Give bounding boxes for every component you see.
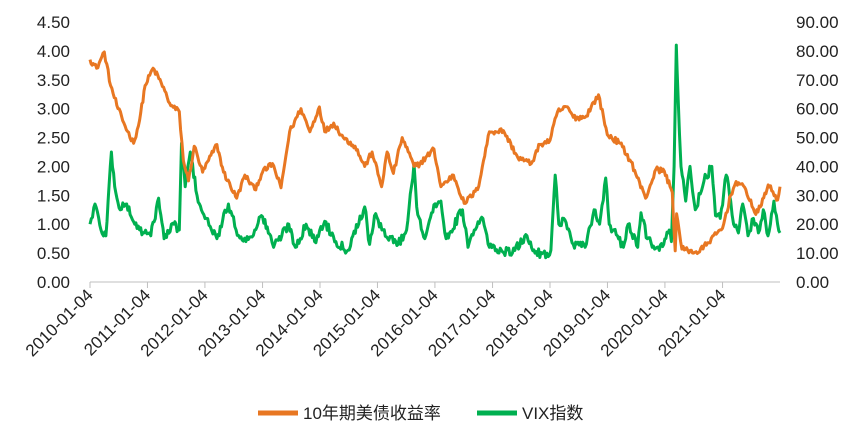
- right-axis-tick-label: 80.00: [796, 42, 839, 61]
- left-axis-tick-label: 3.00: [37, 100, 70, 119]
- right-axis-tick-label: 10.00: [796, 244, 839, 263]
- left-axis-tick-label: 1.00: [37, 215, 70, 234]
- right-axis-tick-label: 70.00: [796, 71, 839, 90]
- right-axis-tick-label: 20.00: [796, 215, 839, 234]
- series-line-treasury-10y: [88, 50, 782, 255]
- right-axis-tick-label: 90.00: [796, 13, 839, 32]
- legend-label-vix: VIX指数: [522, 404, 583, 423]
- left-axis-tick-label: 2.00: [37, 157, 70, 176]
- left-axis-tick-label: 2.50: [37, 129, 70, 148]
- left-axis-tick-label: 3.50: [37, 71, 70, 90]
- right-axis-tick-labels: 0.00 10.00 20.00 30.00 40.00 50.00 60.00 70.00 8…: [796, 13, 839, 292]
- series-layer: [88, 43, 782, 260]
- left-axis-tick-label: 1.50: [37, 186, 70, 205]
- left-axis-tick-labels: 0.00 0.50 1.00 1.50 2.00 2.50 3.00 3.50 4.00 4.50: [37, 13, 70, 292]
- right-axis-tick-label: 40.00: [796, 157, 839, 176]
- legend-label-treasury-10y: 10年期美债收益率: [303, 404, 441, 423]
- right-axis-tick-label: 30.00: [796, 186, 839, 205]
- legend: 10年期美债收益率 VIX指数: [258, 404, 583, 423]
- x-axis-ticks: 2010-01-042011-01-042012-01-042013-01-04…: [22, 282, 729, 360]
- left-axis-tick-label: 0.00: [37, 273, 70, 292]
- right-axis-tick-label: 50.00: [796, 129, 839, 148]
- right-axis-tick-label: 60.00: [796, 100, 839, 119]
- right-axis-tick-label: 0.00: [796, 273, 829, 292]
- left-axis-tick-label: 0.50: [37, 244, 70, 263]
- left-axis-tick-label: 4.00: [37, 42, 70, 61]
- left-axis-tick-label: 4.50: [37, 13, 70, 32]
- series-line-vix: [88, 43, 782, 260]
